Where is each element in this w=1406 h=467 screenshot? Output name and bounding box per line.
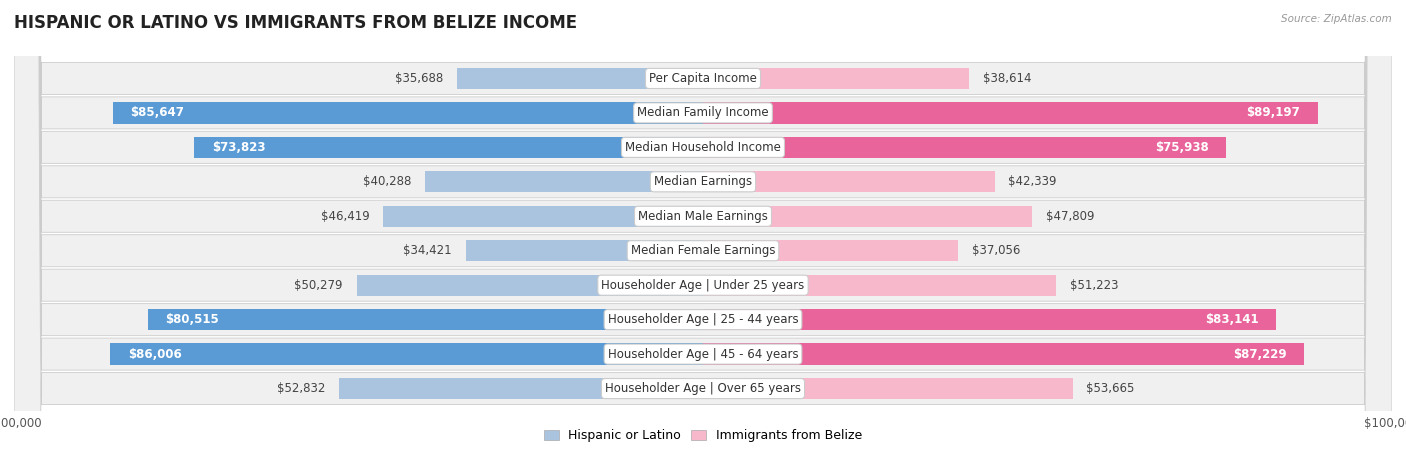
- Text: Source: ZipAtlas.com: Source: ZipAtlas.com: [1281, 14, 1392, 24]
- Text: $89,197: $89,197: [1247, 106, 1301, 120]
- FancyBboxPatch shape: [14, 0, 1392, 467]
- Text: Median Household Income: Median Household Income: [626, 141, 780, 154]
- Text: Householder Age | Over 65 years: Householder Age | Over 65 years: [605, 382, 801, 395]
- Text: $38,614: $38,614: [983, 72, 1032, 85]
- Text: Householder Age | 45 - 64 years: Householder Age | 45 - 64 years: [607, 347, 799, 361]
- Bar: [703, 205, 1032, 227]
- Text: Median Male Earnings: Median Male Earnings: [638, 210, 768, 223]
- FancyBboxPatch shape: [14, 0, 1392, 467]
- Bar: [703, 240, 959, 262]
- Bar: [703, 343, 1303, 365]
- Text: $37,056: $37,056: [972, 244, 1021, 257]
- FancyBboxPatch shape: [14, 0, 1392, 467]
- Text: $53,665: $53,665: [1087, 382, 1135, 395]
- Bar: [457, 68, 703, 89]
- Bar: [465, 240, 703, 262]
- Bar: [703, 378, 1073, 399]
- Text: Householder Age | Under 25 years: Householder Age | Under 25 years: [602, 279, 804, 292]
- FancyBboxPatch shape: [14, 0, 1392, 467]
- Bar: [703, 275, 1056, 296]
- Text: $42,339: $42,339: [1008, 175, 1057, 188]
- FancyBboxPatch shape: [14, 0, 1392, 467]
- Text: $83,141: $83,141: [1205, 313, 1258, 326]
- Bar: [426, 171, 703, 192]
- Text: Median Earnings: Median Earnings: [654, 175, 752, 188]
- FancyBboxPatch shape: [14, 0, 1392, 467]
- Bar: [194, 137, 703, 158]
- Bar: [703, 309, 1275, 330]
- Text: $86,006: $86,006: [128, 347, 181, 361]
- Bar: [703, 171, 994, 192]
- FancyBboxPatch shape: [14, 0, 1392, 467]
- Text: HISPANIC OR LATINO VS IMMIGRANTS FROM BELIZE INCOME: HISPANIC OR LATINO VS IMMIGRANTS FROM BE…: [14, 14, 578, 32]
- Text: $52,832: $52,832: [277, 382, 325, 395]
- Bar: [112, 102, 703, 124]
- Text: $46,419: $46,419: [321, 210, 370, 223]
- Text: Median Female Earnings: Median Female Earnings: [631, 244, 775, 257]
- Text: $51,223: $51,223: [1070, 279, 1118, 292]
- Text: $35,688: $35,688: [395, 72, 443, 85]
- FancyBboxPatch shape: [14, 0, 1392, 467]
- Bar: [357, 275, 703, 296]
- Bar: [148, 309, 703, 330]
- Text: $73,823: $73,823: [212, 141, 266, 154]
- Text: Median Family Income: Median Family Income: [637, 106, 769, 120]
- Bar: [111, 343, 703, 365]
- Text: $40,288: $40,288: [363, 175, 412, 188]
- Bar: [703, 68, 969, 89]
- Bar: [703, 137, 1226, 158]
- Text: Per Capita Income: Per Capita Income: [650, 72, 756, 85]
- Text: $47,809: $47,809: [1046, 210, 1095, 223]
- FancyBboxPatch shape: [14, 0, 1392, 467]
- Text: $75,938: $75,938: [1156, 141, 1209, 154]
- Bar: [339, 378, 703, 399]
- FancyBboxPatch shape: [14, 0, 1392, 467]
- Text: $85,647: $85,647: [131, 106, 184, 120]
- Text: $80,515: $80,515: [166, 313, 219, 326]
- Text: $50,279: $50,279: [294, 279, 343, 292]
- Text: $34,421: $34,421: [404, 244, 453, 257]
- Text: $87,229: $87,229: [1233, 347, 1286, 361]
- Bar: [384, 205, 703, 227]
- Text: Householder Age | 25 - 44 years: Householder Age | 25 - 44 years: [607, 313, 799, 326]
- Bar: [703, 102, 1317, 124]
- Legend: Hispanic or Latino, Immigrants from Belize: Hispanic or Latino, Immigrants from Beli…: [538, 425, 868, 447]
